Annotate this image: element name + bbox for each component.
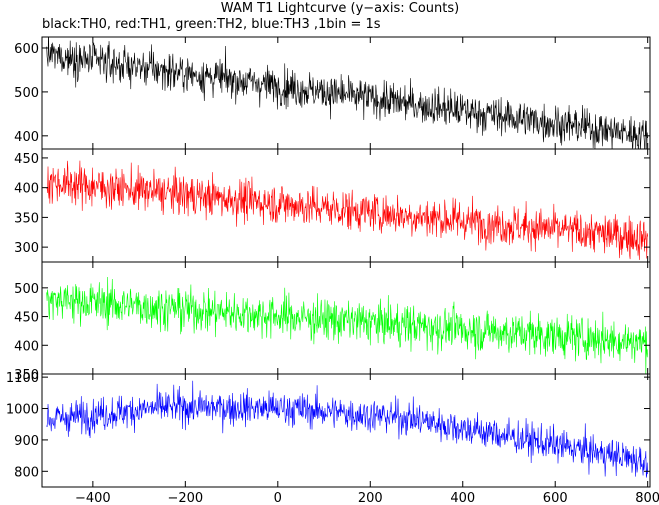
x-tick-label: 800 [635,491,659,505]
x-tick-label: 0 [274,491,282,505]
y-tick-label: 1000 [6,403,39,418]
panel-2: 350 400 450 500 [14,261,651,383]
series-line-th2 [46,277,648,374]
y-tick-label: 450 [14,152,39,167]
y-tick-label: 600 [14,42,39,57]
x-tick-label: −200 [167,491,203,505]
y-tick-label: 800 [14,465,39,480]
series-line-th1 [46,160,648,260]
y-tick-label: 1100 [6,371,39,386]
series-line-th0 [46,37,648,149]
panel-frame [41,148,651,263]
panel-3: 800 900 1000 1100 −400 −200 0 200 400 600 800 [6,371,659,505]
chart-subtitle: black:TH0, red:TH1, green:TH2, blue:TH3 … [42,17,381,32]
y-tick-label: 400 [14,182,39,197]
y-tick-label: 500 [14,86,39,101]
panels: 400 500 600 300 350 400 450 350 400 450 500 800 900 1… [6,36,659,505]
y-tick-label: 450 [14,311,39,326]
y-tick-label: 350 [14,368,39,383]
panel-frame [41,373,651,488]
y-tick-label: 500 [14,282,39,297]
y-tick-label: 900 [14,434,39,449]
y-tick-label: 400 [14,130,39,145]
series-line-th3 [46,380,648,478]
panel-1: 300 350 400 450 [14,148,651,263]
y-tick-label: 400 [14,339,39,354]
chart-title: WAM T1 Lightcurve (y−axis: Counts) [221,1,459,16]
y-tick-label: 300 [14,241,39,256]
panel-0: 400 500 600 [14,36,651,150]
x-tick-label: 200 [358,491,383,505]
x-tick-label: 400 [450,491,475,505]
x-tick-label: −400 [75,491,111,505]
panel-frame [41,261,651,375]
x-tick-label: 600 [543,491,568,505]
y-tick-label: 350 [14,211,39,226]
